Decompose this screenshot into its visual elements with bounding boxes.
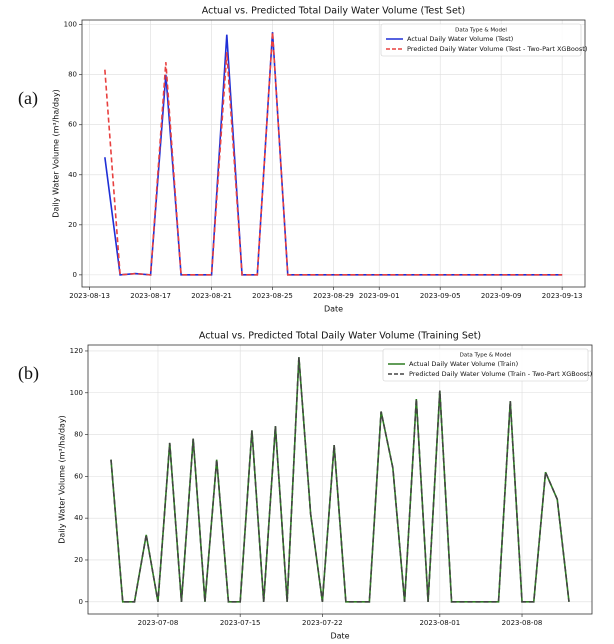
x-tick-label: 2023-07-08: [138, 619, 179, 627]
legend-title: Data Type & Model: [455, 28, 507, 34]
y-tick-label: 40: [74, 514, 83, 522]
panel-label: (a): [18, 88, 38, 109]
y-tick-label: 80: [74, 431, 83, 439]
legend-label: Predicted Daily Water Volume (Test - Two…: [407, 45, 587, 53]
y-tick-label: 80: [68, 71, 77, 79]
x-tick-label: 2023-09-13: [542, 292, 583, 300]
x-tick-label: 2023-08-08: [502, 619, 543, 627]
y-axis-label: Daily Water Volume (m³/ha/day): [52, 89, 61, 218]
x-tick-label: 2023-09-01: [359, 292, 400, 300]
y-axis-label: Daily Water Volume (m³/ha/day): [58, 415, 67, 544]
legend-label: Actual Daily Water Volume (Test): [407, 35, 513, 43]
legend-box: [382, 348, 589, 382]
chart-title: Actual vs. Predicted Total Daily Water V…: [199, 331, 481, 342]
y-tick-label: 40: [68, 171, 77, 179]
x-tick-label: 2023-07-22: [302, 619, 343, 627]
y-tick-label: 20: [68, 221, 77, 229]
legend-label: Actual Daily Water Volume (Train): [409, 360, 518, 368]
chart-title: Actual vs. Predicted Total Daily Water V…: [202, 6, 465, 17]
y-tick-label: 0: [73, 271, 77, 279]
legend-label: Predicted Daily Water Volume (Train - Tw…: [409, 370, 592, 378]
x-tick-label: 2023-08-29: [313, 292, 354, 300]
x-tick-label: 2023-09-09: [481, 292, 522, 300]
y-tick-label: 60: [74, 472, 83, 480]
legend-box: [380, 23, 582, 57]
y-tick-label: 120: [70, 347, 83, 355]
x-tick-label: 2023-08-17: [130, 292, 171, 300]
x-tick-label: 2023-09-05: [420, 292, 461, 300]
chart-panel: (b) Actual vs. Predicted Total Daily Wate…: [18, 331, 593, 641]
x-axis-label: Date: [330, 632, 349, 641]
x-tick-label: 2023-08-01: [419, 619, 460, 627]
plot-frame: [87, 344, 593, 615]
x-axis-label: Date: [324, 305, 343, 314]
y-tick-label: 100: [64, 21, 77, 29]
panel-label: (b): [18, 363, 39, 384]
y-tick-label: 100: [70, 389, 83, 397]
data-line: [110, 357, 570, 603]
x-tick-label: 2023-08-13: [69, 292, 110, 300]
plot-frame: [81, 19, 586, 288]
x-tick-label: 2023-08-25: [252, 292, 293, 300]
data-line: [104, 32, 563, 276]
y-tick-label: 60: [68, 121, 77, 129]
x-tick-label: 2023-08-21: [191, 292, 232, 300]
chart-panel: (a) Actual vs. Predicted Total Daily Wate…: [18, 6, 587, 314]
y-tick-label: 20: [74, 556, 83, 564]
x-tick-label: 2023-07-15: [220, 619, 261, 627]
y-tick-label: 0: [79, 598, 83, 606]
legend-title: Data Type & Model: [460, 353, 512, 359]
